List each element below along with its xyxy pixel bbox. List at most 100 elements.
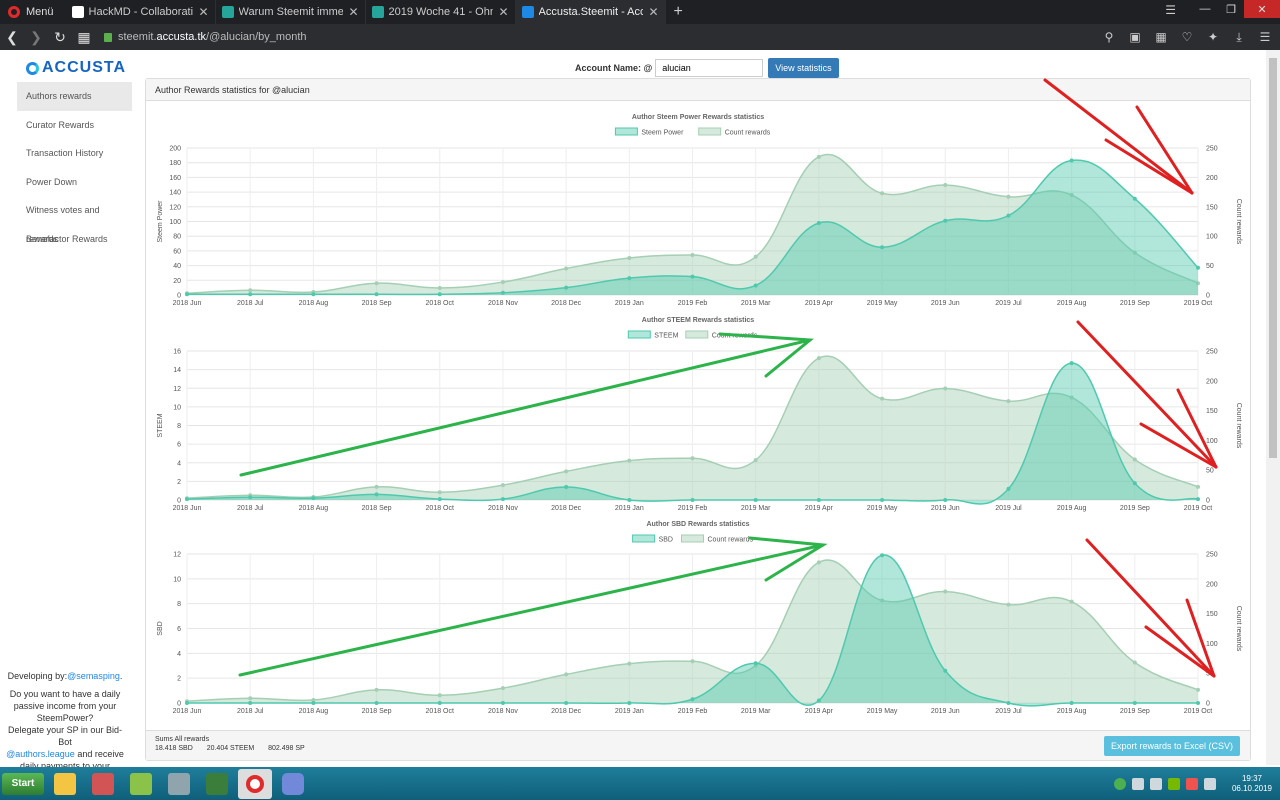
calculator-icon[interactable] xyxy=(162,769,196,799)
data-point xyxy=(690,498,695,502)
browser-tab[interactable]: Accusta.Steemit - Accusta - @ ✕ xyxy=(515,0,666,24)
discord-icon[interactable] xyxy=(276,769,310,799)
dev-link[interactable]: @semasping xyxy=(67,671,120,681)
y-axis-label: STEEM xyxy=(157,413,164,437)
tab-menu-icon[interactable]: ☰ xyxy=(1165,3,1176,17)
view-statistics-button[interactable]: View statistics xyxy=(768,58,839,78)
account-name-label: Account Name: @ xyxy=(575,63,653,73)
speed-dial-icon[interactable]: ▦ xyxy=(77,28,91,45)
sidebar-item-transaction-history[interactable]: Transaction History xyxy=(26,148,104,158)
y2-tick-label: 200 xyxy=(1206,581,1218,588)
data-point xyxy=(1006,602,1011,607)
x-tick-label: 2019 Aug xyxy=(1057,708,1087,715)
x-tick-label: 2019 Oct xyxy=(1184,708,1212,715)
search-icon[interactable]: ⚲ xyxy=(1104,30,1114,44)
data-point xyxy=(1132,481,1137,486)
back-icon[interactable]: ❮ xyxy=(6,28,18,45)
start-button[interactable]: Start xyxy=(2,772,44,795)
data-point xyxy=(627,255,632,260)
forward-icon[interactable]: ❯ xyxy=(30,28,42,45)
browser-tab[interactable]: HackMD - Collaborative mark ✕ xyxy=(66,0,216,24)
x-tick-label: 2018 Jul xyxy=(237,300,264,307)
clock[interactable]: 19:37 06.10.2019 xyxy=(1224,774,1280,794)
minimize-icon[interactable]: — xyxy=(1199,3,1211,15)
data-point xyxy=(311,292,316,297)
page-scrollbar[interactable] xyxy=(1266,50,1280,765)
chart-steem: Author STEEM Rewards statistics 0 2 4 6 8 10 12… xyxy=(145,314,1251,520)
y-tick-label: 12 xyxy=(173,386,181,393)
chart-steem-power: Author Steem Power Rewards statistics 0 20… xyxy=(145,108,1251,318)
y2-tick-label: 200 xyxy=(1206,378,1218,385)
rewards-panel: Author Rewards statistics for @alucian S… xyxy=(145,78,1251,761)
browser-tab[interactable]: Warum Steemit immer wieder ✕ xyxy=(216,0,366,24)
series-area xyxy=(187,356,1198,500)
display-icon[interactable] xyxy=(1203,777,1216,790)
data-point xyxy=(690,456,695,461)
data-point xyxy=(1132,660,1137,665)
export-csv-button[interactable]: Export rewards to Excel (CSV) xyxy=(1103,736,1240,756)
close-window-icon[interactable]: ✕ xyxy=(1244,0,1280,18)
sidebar-item-curator-rewards[interactable]: Curator Rewards xyxy=(26,119,95,130)
network-icon[interactable] xyxy=(1149,777,1162,790)
tab-close-icon[interactable]: ✕ xyxy=(198,5,209,19)
media-player-icon[interactable] xyxy=(86,769,120,799)
gpu-icon[interactable] xyxy=(1167,777,1180,790)
sum-sp: 802.498 SP xyxy=(268,745,305,752)
browser-tabbar: Menü HackMD - Collaborative mark✕Warum S… xyxy=(0,0,1280,24)
tab-close-icon[interactable]: ✕ xyxy=(498,5,509,19)
adblock-icon[interactable]: ▦ xyxy=(1155,30,1167,44)
snapshot-icon[interactable]: ▣ xyxy=(1129,30,1141,44)
easy-setup-icon[interactable]: ☰ xyxy=(1259,30,1271,44)
y-tick-label: 4 xyxy=(177,460,181,467)
maximize-icon[interactable]: ❐ xyxy=(1226,3,1236,16)
x-tick-label: 2019 Feb xyxy=(678,300,708,307)
x-tick-label: 2019 Jan xyxy=(615,505,644,512)
reload-icon[interactable]: ↻ xyxy=(54,28,66,45)
paint-icon[interactable] xyxy=(124,769,158,799)
new-tab-button[interactable]: + xyxy=(673,3,683,20)
volume-icon[interactable] xyxy=(1131,777,1144,790)
browser-tab[interactable]: 2019 Woche 41 - Ohne Zusam ✕ xyxy=(366,0,516,24)
data-point xyxy=(753,254,758,259)
y2-tick-label: 50 xyxy=(1206,263,1214,270)
status-icon[interactable] xyxy=(1113,777,1126,790)
sidebar-item-authors-rewards[interactable]: Authors rewards xyxy=(17,82,132,111)
opera-taskbar-icon[interactable] xyxy=(238,768,272,799)
opera-menu-button[interactable]: Menü xyxy=(0,0,66,24)
sidebar-item-power-down[interactable]: Power Down xyxy=(26,176,78,187)
download-icon[interactable]: ⤓ xyxy=(1236,29,1242,44)
chart-sbd: Author SBD Rewards statistics 0 2 4 6 8 10 12 0 5… xyxy=(145,518,1251,724)
chip-app-icon[interactable] xyxy=(200,769,234,799)
series-area xyxy=(187,560,1198,703)
y-tick-label: 2 xyxy=(177,676,181,683)
account-name-input[interactable] xyxy=(655,59,764,77)
sidebar-item-witness-votes[interactable]: Witness votes and rewards xyxy=(26,205,100,244)
y-tick-label: 10 xyxy=(173,404,181,411)
y-tick-label: 6 xyxy=(177,626,181,633)
y2-tick-label: 0 xyxy=(1206,498,1210,505)
sidebar-item-benefactor-rewards[interactable]: Benefactor Rewards xyxy=(26,233,108,244)
accusta-logo[interactable]: ACCUSTA xyxy=(26,59,126,77)
accusta-logo-icon xyxy=(26,61,39,75)
clock-time: 19:37 xyxy=(1241,773,1262,783)
scrollbar-thumb[interactable] xyxy=(1269,58,1277,458)
extension-icon[interactable]: ✦ xyxy=(1207,30,1219,44)
explorer-icon[interactable] xyxy=(48,769,82,799)
x-tick-label: 2019 Feb xyxy=(678,505,708,512)
data-point xyxy=(437,285,442,290)
data-point xyxy=(248,701,253,705)
y2-axis-label: Count rewards xyxy=(1235,403,1242,449)
tab-close-icon[interactable]: ✕ xyxy=(648,5,659,19)
y2-tick-label: 150 xyxy=(1206,408,1218,415)
heart-icon[interactable]: ♡ xyxy=(1181,30,1193,44)
legend-swatch xyxy=(627,330,651,339)
bot-link[interactable]: @authors.league xyxy=(6,749,75,759)
x-tick-label: 2018 Jul xyxy=(237,505,264,512)
tab-close-icon[interactable]: ✕ xyxy=(348,5,359,19)
data-point xyxy=(185,701,189,705)
menu-label: Menü xyxy=(26,6,54,18)
flag-icon[interactable] xyxy=(1185,777,1198,790)
url-field[interactable]: steemit.accusta.tk/@alucian/by_month xyxy=(104,31,307,43)
data-point xyxy=(753,661,758,666)
panel-footer: Sums All rewards 18.418 SBD 20.404 STEEM… xyxy=(146,730,1250,760)
